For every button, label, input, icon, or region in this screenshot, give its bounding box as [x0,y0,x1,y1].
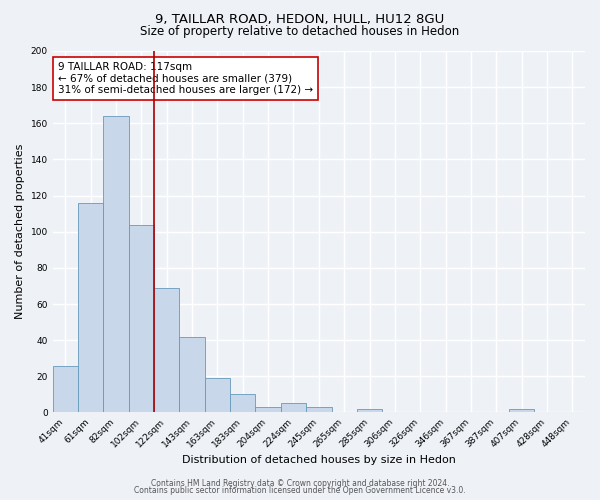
Text: 9, TAILLAR ROAD, HEDON, HULL, HU12 8GU: 9, TAILLAR ROAD, HEDON, HULL, HU12 8GU [155,12,445,26]
Text: Size of property relative to detached houses in Hedon: Size of property relative to detached ho… [140,25,460,38]
Bar [306,407,332,412]
Text: Contains HM Land Registry data © Crown copyright and database right 2024.: Contains HM Land Registry data © Crown c… [151,478,449,488]
Bar [230,394,256,412]
X-axis label: Distribution of detached houses by size in Hedon: Distribution of detached houses by size … [182,455,456,465]
Bar [154,288,179,412]
Bar [103,116,129,412]
Bar [205,378,230,412]
Bar [53,366,78,412]
Bar [179,336,205,412]
Bar [256,407,281,412]
Bar [509,409,535,412]
Y-axis label: Number of detached properties: Number of detached properties [15,144,25,320]
Bar [357,409,382,412]
Bar [281,404,306,412]
Bar [129,224,154,412]
Bar [78,203,103,412]
Text: 9 TAILLAR ROAD: 117sqm
← 67% of detached houses are smaller (379)
31% of semi-de: 9 TAILLAR ROAD: 117sqm ← 67% of detached… [58,62,313,95]
Text: Contains public sector information licensed under the Open Government Licence v3: Contains public sector information licen… [134,486,466,495]
